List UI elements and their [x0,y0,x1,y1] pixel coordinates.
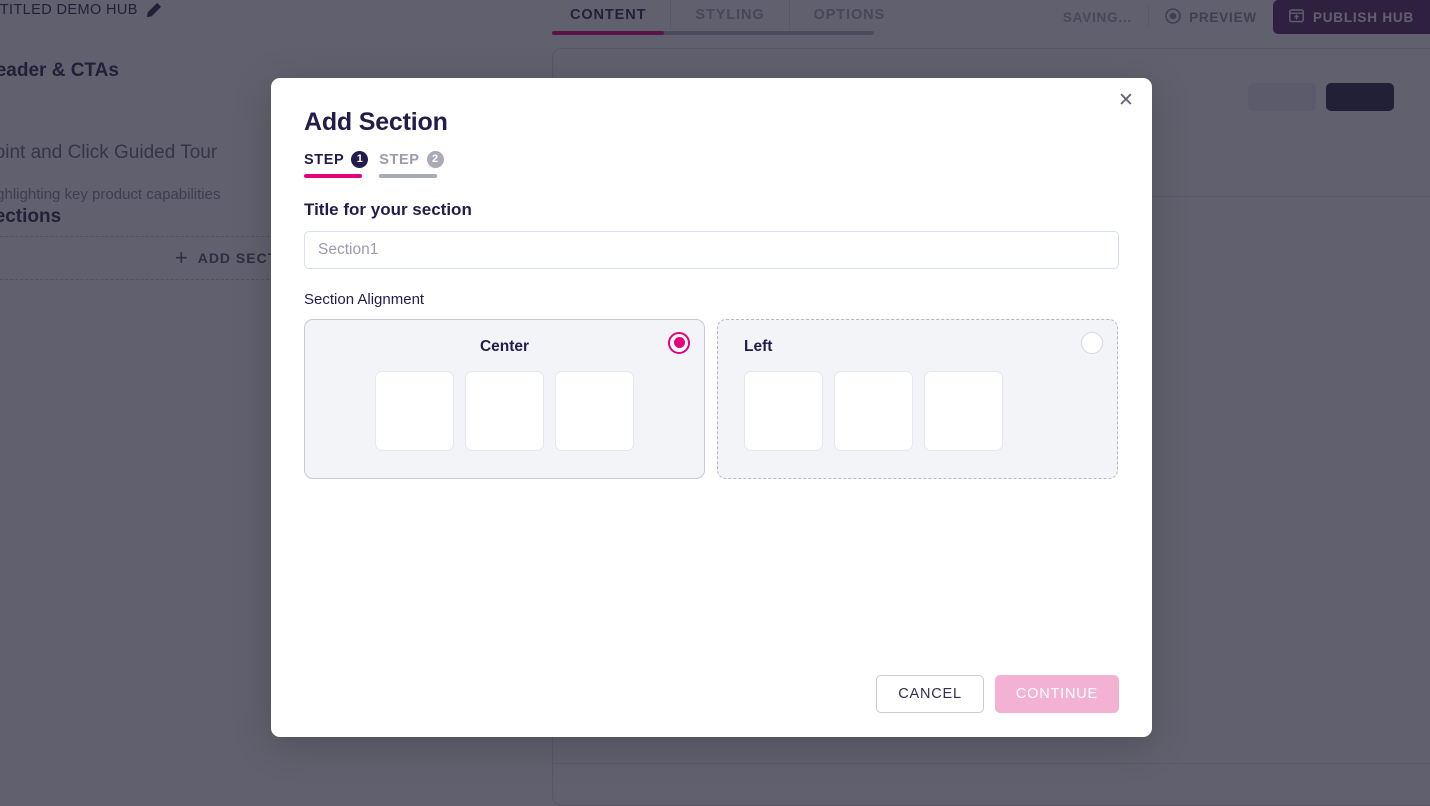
close-icon[interactable]: ✕ [1118,89,1134,111]
step-1-number: 1 [351,151,369,168]
preview-box [744,370,823,451]
alignment-center-preview [305,370,704,451]
step-1-underline [304,174,362,178]
step-1[interactable]: STEP 1 [304,151,369,178]
modal-title: Add Section [304,108,448,136]
alignment-option-left-label: Left [744,337,773,355]
add-section-modal: ✕ Add Section STEP 1 STEP 2 [271,78,1152,737]
radio-left[interactable] [1081,331,1103,354]
alignment-option-center-label: Center [479,337,530,355]
preview-box [465,370,544,451]
radio-center[interactable] [668,331,690,354]
section-title-input[interactable] [304,230,1119,269]
continue-button[interactable]: CONTINUE [994,675,1119,713]
step-2-label: STEP [379,151,420,168]
cancel-button[interactable]: CANCEL [876,675,984,713]
step-2-underline [379,174,438,178]
modal-body: Add Section STEP 1 STEP 2 Ti [304,108,1119,479]
step-2[interactable]: STEP 2 [379,151,444,178]
step-2-row: STEP 2 [379,151,444,174]
preview-box [834,370,913,451]
preview-box [924,370,1003,451]
alignment-options: Center Left [304,318,1119,479]
alignment-left-preview [718,370,1117,451]
alignment-option-left[interactable]: Left [717,318,1118,479]
section-title-label: Title for your section [304,199,472,219]
modal-footer: CANCEL CONTINUE [876,675,1119,713]
step-indicator: STEP 1 STEP 2 [304,151,1119,178]
preview-box [375,370,454,451]
step-2-number: 2 [426,151,444,168]
alignment-option-center[interactable]: Center [304,318,705,479]
preview-box [555,370,634,451]
step-1-row: STEP 1 [304,151,369,174]
section-alignment-label: Section Alignment [304,290,425,308]
step-1-label: STEP [304,151,345,168]
